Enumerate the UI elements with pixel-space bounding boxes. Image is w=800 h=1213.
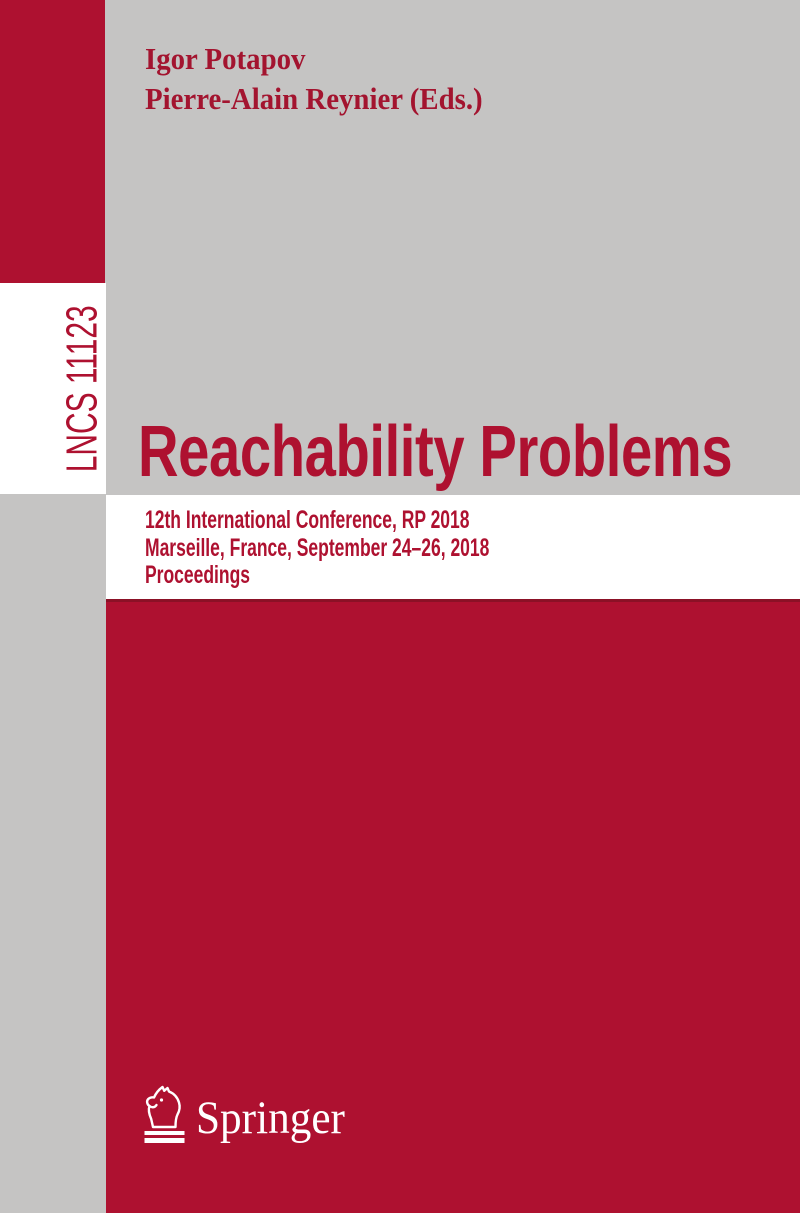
- book-title-text: Reachability Problems: [138, 412, 733, 492]
- editor-name: Pierre-Alain Reynier (Eds.): [145, 81, 483, 116]
- editors-block: Igor Potapov Pierre-Alain Reynier (Eds.): [145, 39, 508, 119]
- lower-red-field: [106, 602, 800, 1213]
- subtitle-proceedings: Proceedings: [145, 561, 251, 589]
- series-strip: LNCS 11123: [0, 283, 106, 494]
- subtitle-block: 12th International Conference, RP 2018 M…: [145, 506, 637, 590]
- series-volume-label: LNCS 11123: [57, 305, 106, 472]
- editor-name: Igor Potapov: [145, 41, 306, 76]
- divider-line: [106, 599, 800, 602]
- springer-horse-icon: [144, 1085, 185, 1143]
- subtitle-location-date: Marseille, France, September 24–26, 2018: [145, 533, 490, 562]
- subtitle-band: 12th International Conference, RP 2018 M…: [106, 495, 800, 599]
- subtitle-conference: 12th International Conference, RP 2018: [145, 506, 470, 534]
- corner-accent-block: [0, 0, 105, 283]
- book-title: Reachability Problems: [138, 416, 800, 488]
- springer-wordmark-text: Springer: [196, 1092, 345, 1144]
- series-rotor: LNCS 11123: [0, 283, 106, 494]
- springer-wordmark: Springer: [196, 1095, 358, 1142]
